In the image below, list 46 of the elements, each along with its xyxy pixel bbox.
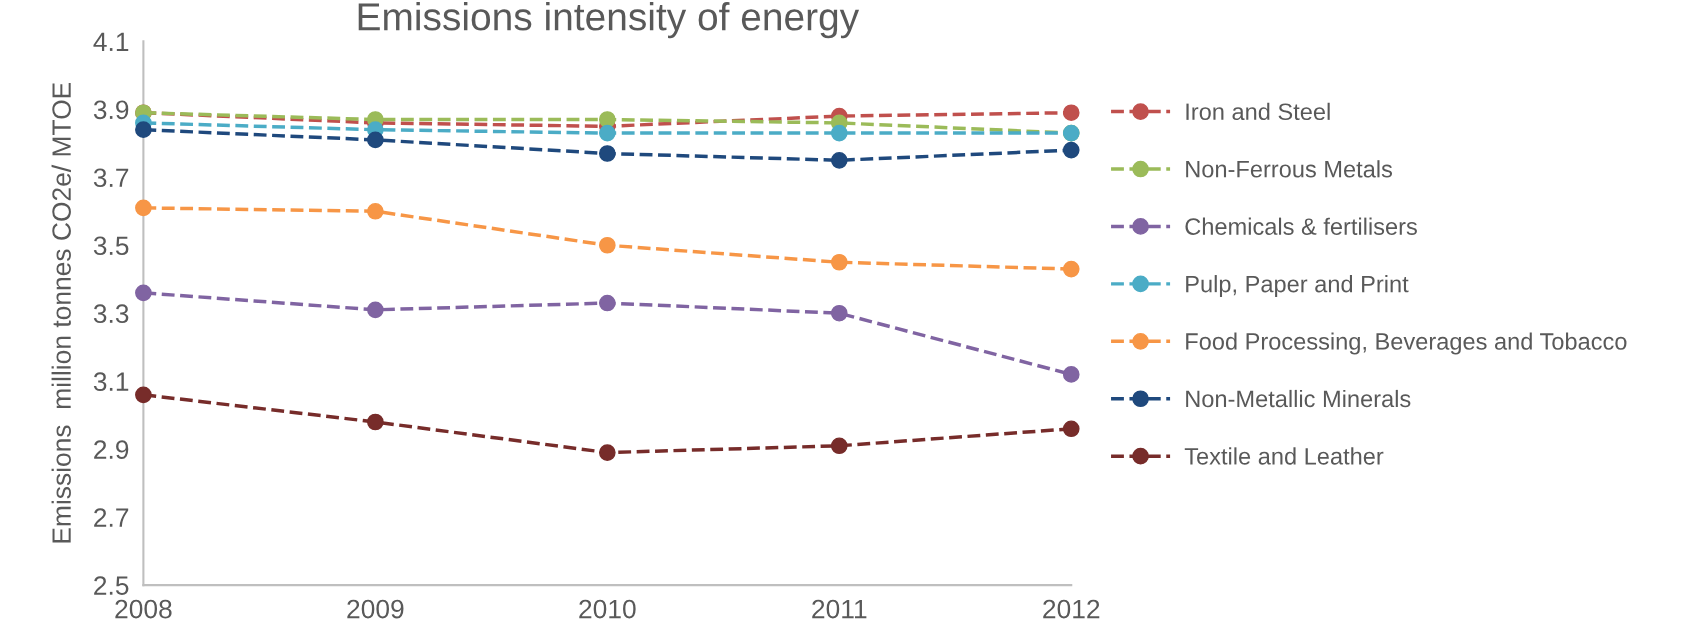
chart-title: Emissions intensity of energy	[358, 2, 860, 39]
point	[830, 151, 848, 169]
legend-label: Food Processing, Beverages and Tobacco	[1186, 332, 1627, 355]
y-tick-label: 2.5	[94, 576, 129, 595]
y-tick-label: 3.1	[93, 372, 129, 392]
point	[367, 413, 384, 431]
point	[598, 294, 616, 312]
y-tick-label: 3.9	[93, 100, 129, 120]
point	[598, 145, 616, 162]
legend-label: Chemicals & fertilisers	[1185, 217, 1417, 235]
point	[1062, 366, 1080, 383]
y-tick-label: 3.3	[93, 304, 129, 324]
point	[598, 124, 616, 142]
point	[598, 236, 616, 254]
y-tick-label: 3.7	[93, 168, 129, 188]
x-tick-label: 2011	[812, 599, 867, 619]
point	[830, 253, 848, 271]
legend-label: Non-Ferrous Metals	[1186, 160, 1393, 178]
legend-label: Pulp, Paper and Print	[1186, 275, 1409, 298]
y-tick-label: 2.9	[94, 440, 129, 459]
point	[1062, 420, 1080, 438]
point	[830, 124, 848, 142]
point	[135, 386, 152, 404]
x-tick-label: 2010	[579, 599, 636, 619]
legend-label: Iron and Steel	[1186, 102, 1330, 121]
y-tick-label: 2.7	[94, 508, 129, 527]
point	[1062, 141, 1080, 159]
point	[367, 131, 384, 149]
y-tick-label: 3.5	[93, 236, 129, 256]
x-tick-label: 2012	[1043, 599, 1100, 619]
point	[1062, 104, 1080, 122]
point	[135, 121, 152, 139]
legend-label: Textile and Leather	[1184, 447, 1384, 465]
x-tick-label: 2008	[115, 599, 172, 619]
y-axis-title: Emissions million tonnes CO2e/ MTOE	[51, 82, 71, 543]
point	[598, 444, 616, 461]
point	[367, 301, 384, 319]
y-tick-label: 4.1	[93, 32, 129, 51]
point	[135, 199, 152, 217]
point	[1062, 260, 1080, 278]
point	[830, 304, 848, 322]
x-tick-label: 2009	[347, 599, 404, 619]
point	[135, 284, 152, 302]
legend-label: Non-Metallic Minerals	[1186, 389, 1411, 408]
point	[367, 202, 384, 220]
point	[830, 437, 848, 455]
